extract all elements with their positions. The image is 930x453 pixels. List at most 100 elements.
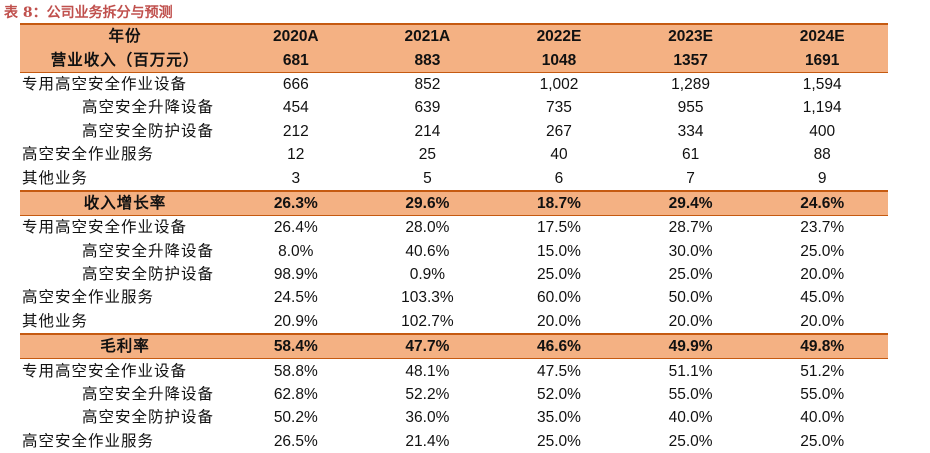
- section-total-cell: 1357: [624, 48, 757, 73]
- value-cell: 25.0%: [800, 432, 845, 450]
- year-header-cell: 2023E: [624, 22, 757, 49]
- table-row: 专用高空安全作业设备 26.4% 28.0% 17.5% 28.7% 23.7%: [20, 216, 888, 240]
- year-header-cell: 2022E: [493, 22, 625, 49]
- section-total-cell: 26.3%: [230, 189, 362, 217]
- table-caption: 表 8：公司业务拆分与预测: [4, 5, 173, 21]
- section-total-cell: 18.7%: [493, 189, 625, 217]
- table-row: 其他业务 3 5 6 7 9: [20, 166, 888, 190]
- row-label: 高空安全升降设备: [82, 241, 215, 260]
- value-cell: 25.0%: [668, 266, 713, 284]
- row-label: 高空安全作业服务: [22, 288, 155, 307]
- value-cell: 45.0%: [800, 289, 845, 307]
- value-cell: 1,194: [802, 99, 842, 117]
- value-cell: 400: [809, 122, 836, 140]
- value-cell: 25.0%: [537, 266, 581, 284]
- row-label: 高空安全防护设备: [82, 265, 215, 284]
- section-total-cell: 58.4%: [230, 333, 362, 360]
- section-total-cell: 681: [230, 48, 362, 73]
- section-title: 收入增长率: [20, 189, 230, 217]
- section-total-cell: 1691: [756, 48, 888, 73]
- value-cell: 0.9%: [409, 266, 446, 284]
- forecast-table: 年份 2020A 2021A 2022E 2023E 2024E 营业收入（百万…: [20, 22, 888, 453]
- value-cell: 103.3%: [401, 289, 454, 307]
- value-cell: 20.0%: [800, 312, 845, 330]
- row-label: 高空安全作业服务: [22, 145, 155, 164]
- value-cell: 30.0%: [668, 242, 713, 260]
- value-cell: 36.0%: [405, 409, 450, 427]
- value-cell: 20.0%: [800, 266, 845, 284]
- row-label: 其他业务: [22, 168, 89, 187]
- value-cell: 55.0%: [668, 386, 713, 404]
- value-cell: 212: [282, 122, 309, 140]
- value-cell: 48.1%: [405, 362, 450, 380]
- value-cell: 3: [291, 169, 301, 187]
- table-row: 高空安全防护设备 98.9% 0.9% 25.0% 25.0% 20.0%: [20, 263, 888, 286]
- value-cell: 7: [686, 169, 695, 187]
- value-cell: 58.8%: [273, 362, 318, 380]
- value-cell: 25.0%: [537, 432, 581, 450]
- value-cell: 26.4%: [273, 219, 318, 237]
- value-cell: 60.0%: [537, 289, 581, 307]
- value-cell: 51.2%: [800, 362, 845, 380]
- value-cell: 25: [418, 146, 437, 164]
- year-header-cell: 2021A: [361, 22, 494, 49]
- year-header-row: 年份 2020A 2021A 2022E 2023E 2024E: [20, 22, 888, 49]
- value-cell: 6: [554, 169, 564, 187]
- value-cell: 15.0%: [537, 242, 581, 260]
- value-cell: 98.9%: [273, 266, 318, 284]
- value-cell: 20.9%: [273, 312, 318, 330]
- section-header-row: 毛利率 58.4% 47.7% 46.6% 49.9% 49.8%: [20, 333, 888, 360]
- value-cell: 26.5%: [273, 432, 318, 450]
- value-cell: 35.0%: [537, 409, 581, 427]
- value-cell: 47.5%: [537, 362, 581, 380]
- row-label: 专用高空安全作业设备: [22, 361, 188, 380]
- value-cell: 40.0%: [800, 409, 845, 427]
- table-row: 专用高空安全作业设备 58.8% 48.1% 47.5% 51.1% 51.2%: [20, 359, 888, 383]
- value-cell: 5: [423, 169, 432, 187]
- table-row: 高空安全防护设备 212 214 267 334 400: [20, 120, 888, 143]
- value-cell: 21.4%: [405, 432, 450, 450]
- year-header-label: 年份: [20, 22, 230, 49]
- section-header-row: 收入增长率 26.3% 29.6% 18.7% 29.4% 24.6%: [20, 189, 888, 217]
- table-row: 高空安全作业服务 24.5% 103.3% 60.0% 50.0% 45.0%: [20, 286, 888, 309]
- row-label: 高空安全防护设备: [82, 121, 215, 140]
- value-cell: 9: [817, 169, 827, 187]
- section-total-cell: 49.8%: [756, 333, 888, 360]
- section-title: 营业收入（百万元）: [20, 48, 230, 73]
- value-cell: 334: [677, 122, 704, 140]
- section-total-cell: 29.6%: [361, 189, 494, 217]
- value-cell: 852: [414, 75, 441, 93]
- table-row: 专用高空安全作业设备 666 852 1,002 1,289 1,594: [20, 72, 888, 96]
- section-total-cell: 47.7%: [361, 333, 494, 360]
- table-row: 其他业务 20.9% 102.7% 20.0% 20.0% 20.0%: [20, 310, 888, 334]
- value-cell: 40.6%: [405, 242, 450, 260]
- value-cell: 40: [550, 146, 568, 164]
- forecast-table-body: 年份 2020A 2021A 2022E 2023E 2024E 营业收入（百万…: [20, 22, 888, 453]
- value-cell: 40.0%: [668, 409, 713, 427]
- value-cell: 52.0%: [537, 386, 581, 404]
- value-cell: 25.0%: [800, 242, 845, 260]
- table-row: 高空安全作业服务 12 25 40 61 88: [20, 143, 888, 166]
- value-cell: 52.2%: [405, 386, 450, 404]
- row-label: 其他业务: [22, 311, 89, 330]
- row-label: 专用高空安全作业设备: [22, 74, 188, 93]
- row-label: 高空安全升降设备: [82, 98, 215, 117]
- value-cell: 24.5%: [273, 289, 318, 307]
- value-cell: 20.0%: [537, 312, 581, 330]
- table-row: 高空安全防护设备 50.2% 36.0% 35.0% 40.0% 40.0%: [20, 406, 888, 429]
- row-label: 专用高空安全作业设备: [22, 218, 188, 237]
- value-cell: 28.0%: [405, 219, 450, 237]
- value-cell: 62.8%: [273, 386, 318, 404]
- value-cell: 666: [282, 75, 309, 93]
- value-cell: 17.5%: [537, 219, 581, 237]
- section-title: 毛利率: [20, 333, 230, 360]
- value-cell: 8.0%: [278, 242, 314, 260]
- value-cell: 20.0%: [668, 312, 713, 330]
- year-header-cell: 2024E: [756, 22, 888, 49]
- value-cell: 1,594: [802, 75, 842, 93]
- value-cell: 639: [414, 99, 441, 117]
- value-cell: 55.0%: [800, 386, 845, 404]
- value-cell: 50.0%: [668, 289, 713, 307]
- value-cell: 955: [677, 99, 704, 117]
- value-cell: 88: [813, 146, 831, 164]
